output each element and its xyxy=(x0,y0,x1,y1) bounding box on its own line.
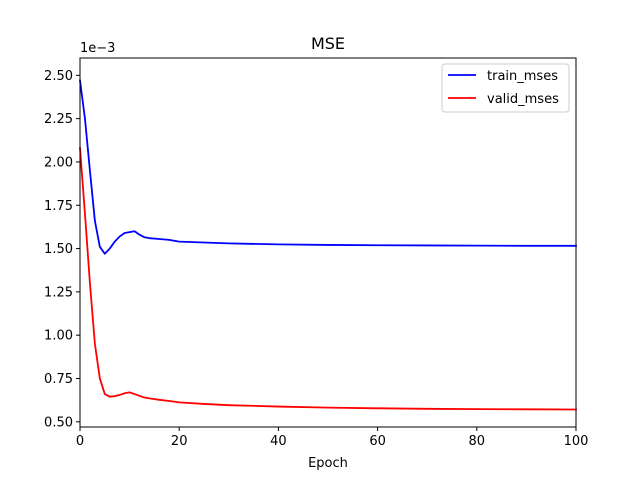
x-tick-label: 20 xyxy=(171,434,188,449)
y-tick-label: 0.50 xyxy=(44,415,73,430)
legend-label-valid: valid_mses xyxy=(487,92,559,107)
x-tick-label: 0 xyxy=(76,434,84,449)
y-offset-label: 1e−3 xyxy=(80,41,115,56)
y-tick-label: 2.50 xyxy=(44,69,73,84)
y-tick-label: 0.75 xyxy=(44,372,73,387)
series-line-train_mses xyxy=(78,79,577,255)
x-tick-label: 60 xyxy=(369,434,386,449)
x-axis-label: Epoch xyxy=(308,456,348,471)
y-tick-label: 2.25 xyxy=(44,112,73,127)
y-tick-label: 1.75 xyxy=(44,199,73,214)
chart-title: MSE xyxy=(311,34,345,53)
y-tick-label: 2.00 xyxy=(44,155,73,170)
plot-area xyxy=(80,58,576,427)
legend-label-train: train_mses xyxy=(487,69,558,84)
legend-box xyxy=(441,63,570,113)
x-tick-label: 40 xyxy=(270,434,287,449)
x-tick-label: 100 xyxy=(564,434,589,449)
y-tick-label: 1.25 xyxy=(44,285,73,300)
legend: train_mses valid_mses xyxy=(441,63,570,113)
plot-frame xyxy=(79,57,577,428)
series-line-valid_mses xyxy=(79,147,577,411)
ticks-layer: 0 20 40 60 80 100 0.50 0.75 1.00 1.25 1.50 1.75 2.00… xyxy=(44,69,588,449)
series-layer xyxy=(78,79,577,411)
x-tick-label: 80 xyxy=(469,434,486,449)
y-tick-label: 1.00 xyxy=(44,329,73,344)
y-tick-label: 1.50 xyxy=(44,242,73,257)
